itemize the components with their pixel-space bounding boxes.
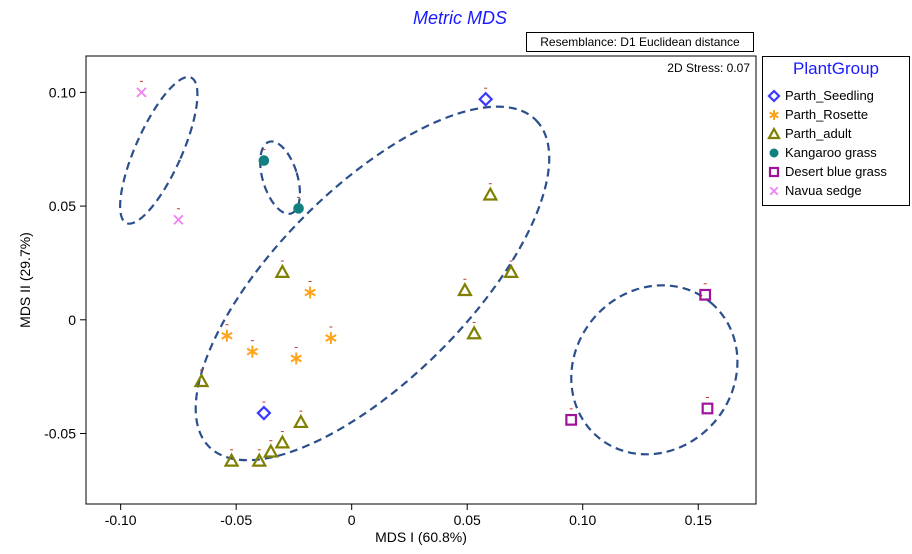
x-tick-label: 0.05 (454, 512, 481, 528)
data-points (136, 80, 714, 467)
cluster-ellipse (194, 105, 551, 462)
legend-item: Parth_Seedling (767, 87, 909, 105)
data-point (223, 449, 240, 467)
cluster-ellipse (570, 284, 739, 456)
data-point (457, 278, 473, 297)
legend-label: Desert blue grass (785, 164, 887, 179)
data-point (246, 340, 259, 358)
y-tick-label: -0.05 (44, 426, 76, 442)
y-axis-label: MDS II (29.7%) (17, 232, 33, 328)
data-point (173, 208, 184, 225)
legend-label: Parth_adult (785, 126, 852, 141)
data-point (258, 149, 270, 166)
cluster-ellipse (259, 140, 302, 216)
legend-item: Desert blue grass (767, 163, 909, 181)
data-point (304, 281, 316, 299)
y-tick-label: 0.05 (49, 198, 76, 214)
data-point (136, 80, 147, 98)
cross-marker-icon (769, 186, 779, 196)
legend-label: Parth_Rosette (785, 107, 869, 122)
data-point (193, 369, 210, 388)
legend-item: Kangaroo grass (767, 144, 909, 162)
x-tick-label: 0 (348, 512, 356, 528)
data-point (251, 449, 268, 467)
legend-item: Navua sedge (767, 182, 909, 200)
square-marker-icon (768, 166, 780, 178)
data-point (290, 346, 302, 365)
x-tick-label: -0.10 (105, 512, 137, 528)
stress-annotation: 2D Stress: 0.07 (667, 61, 750, 75)
chart-title: Metric MDS (413, 8, 507, 28)
x-axis-ticks: -0.10 -0.05 0 0.05 0.10 0.15 (105, 504, 712, 528)
x-tick-label: -0.05 (220, 512, 252, 528)
data-point (274, 260, 291, 278)
data-point (293, 196, 304, 214)
legend: PlantGroup Parth_Seedling Parth_Rosette Pa… (762, 56, 910, 206)
cluster-ellipse (119, 75, 199, 225)
data-point (466, 321, 483, 340)
y-axis-ticks: -0.05 0 0.05 0.10 (44, 84, 86, 442)
resemblance-box: Resemblance: D1 Euclidean distance (526, 32, 754, 52)
data-point (256, 401, 272, 421)
data-point (482, 183, 499, 201)
y-tick-label: 0.10 (49, 84, 76, 100)
circle-marker-icon (769, 148, 779, 158)
plot-frame (85, 55, 757, 505)
legend-label: Parth_Seedling (785, 88, 874, 103)
data-point (503, 260, 519, 278)
legend-label: Navua sedge (785, 183, 862, 198)
legend-title: PlantGroup (793, 59, 879, 78)
asterisk-marker-icon (769, 110, 779, 120)
x-tick-label: 0.10 (569, 512, 596, 528)
data-point (565, 408, 578, 426)
cluster-ellipses (119, 75, 739, 462)
y-tick-label: 0 (68, 312, 76, 328)
data-point (292, 410, 309, 429)
data-point (699, 283, 712, 301)
x-tick-label: 0.15 (685, 512, 712, 528)
data-point (274, 431, 291, 449)
legend-label: Kangaroo grass (785, 145, 877, 160)
diamond-marker-icon (767, 89, 781, 103)
x-axis-label: MDS I (60.8%) (375, 529, 467, 545)
legend-item: Parth_Rosette (767, 106, 909, 124)
data-point (478, 87, 494, 107)
triangle-marker-icon (767, 127, 781, 140)
data-point (701, 396, 714, 415)
data-point (221, 324, 233, 342)
data-point (325, 326, 337, 344)
legend-item: Parth_adult (767, 125, 909, 143)
data-point (262, 440, 279, 458)
